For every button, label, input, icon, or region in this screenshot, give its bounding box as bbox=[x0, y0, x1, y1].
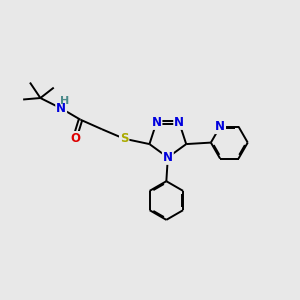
Text: N: N bbox=[152, 116, 161, 129]
Text: S: S bbox=[120, 132, 128, 145]
Text: N: N bbox=[174, 116, 184, 129]
Text: N: N bbox=[163, 151, 173, 164]
Text: N: N bbox=[56, 102, 66, 115]
Text: O: O bbox=[70, 132, 80, 145]
Text: N: N bbox=[215, 120, 225, 133]
Text: H: H bbox=[60, 96, 70, 106]
